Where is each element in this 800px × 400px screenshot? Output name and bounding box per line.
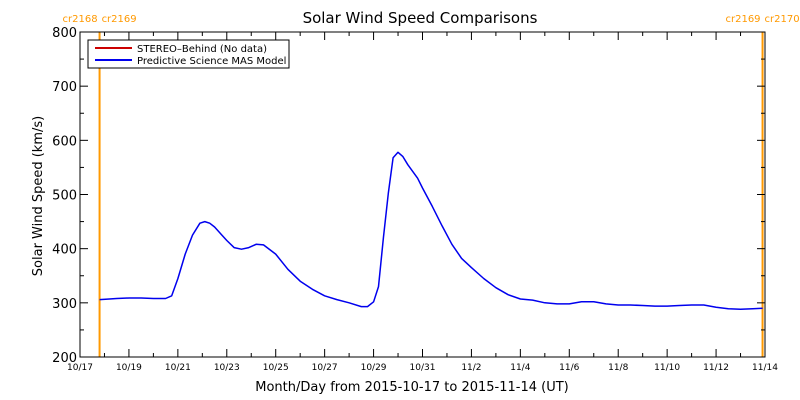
- x-tick-label: 11/12: [703, 363, 729, 373]
- rotation-marker-label-right: cr2169: [102, 14, 137, 25]
- y-tick-label: 700: [52, 80, 77, 95]
- y-tick-label: 400: [52, 243, 77, 258]
- x-tick-label: 10/17: [67, 363, 93, 373]
- x-axis-label: Month/Day from 2015-10-17 to 2015-11-14 …: [255, 380, 568, 395]
- series-line-mas-model: [99, 151, 763, 311]
- x-tick-label: 11/14: [752, 363, 778, 373]
- x-tick-label: 10/21: [165, 363, 191, 373]
- x-tick-label: 10/27: [312, 363, 338, 373]
- x-tick-label: 10/29: [361, 363, 387, 373]
- x-tick-label: 10/25: [263, 363, 289, 373]
- x-tick-label: 11/8: [608, 363, 628, 373]
- x-tick-label: 11/4: [510, 363, 530, 373]
- legend-label: Predictive Science MAS Model: [137, 56, 286, 67]
- y-tick-label: 200: [52, 351, 77, 366]
- y-tick-label: 300: [52, 297, 77, 312]
- x-tick-label: 10/23: [214, 363, 240, 373]
- legend-label: STEREO–Behind (No data): [137, 44, 267, 55]
- rotation-marker-label-right: cr2170: [765, 14, 800, 25]
- x-tick-label: 10/31: [410, 363, 436, 373]
- plot-frame: [79, 31, 766, 358]
- axes-layer: 200 300 400 500 600 700 800 10/17 10/19 10/21 10/2…: [52, 26, 778, 373]
- rotation-marker-label-left: cr2169: [725, 14, 760, 25]
- y-tick-label: 600: [52, 134, 77, 149]
- x-tick-label: 10/19: [116, 363, 142, 373]
- y-tick-label: 500: [52, 189, 77, 204]
- y-tick-label: 800: [52, 26, 77, 41]
- y-axis-label: Solar Wind Speed (km/s): [31, 116, 46, 276]
- series-layer: [99, 151, 763, 311]
- rotation-marker-label-left: cr2168: [63, 14, 98, 25]
- x-tick-label: 11/6: [559, 363, 579, 373]
- legend-box: [87, 39, 290, 69]
- x-tick-label: 11/10: [654, 363, 680, 373]
- x-tick-label: 11/2: [461, 363, 481, 373]
- legend: STEREO–Behind (No data)Predictive Scienc…: [87, 39, 290, 69]
- chart-title: Solar Wind Speed Comparisons: [303, 9, 538, 27]
